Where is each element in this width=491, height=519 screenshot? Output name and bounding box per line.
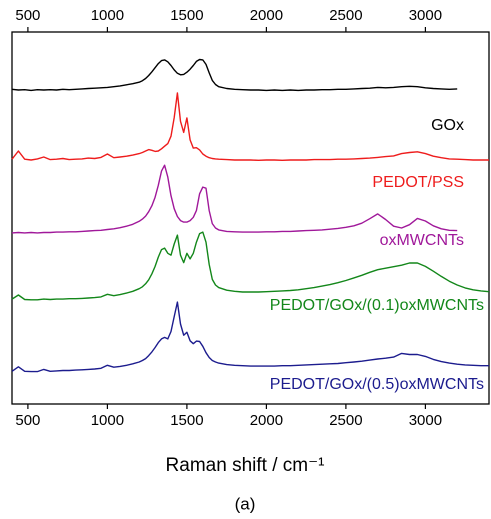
spectrum-line <box>11 92 489 161</box>
series-label: PEDOT/GOx/(0.1)oxMWCNTs <box>270 297 484 314</box>
x-tick-label-top: 500 <box>15 7 40 24</box>
series-label: PEDOT/GOx/(0.5)oxMWCNTs <box>270 376 484 393</box>
x-tick-label-top: 2500 <box>329 7 362 24</box>
x-tick-label: 3000 <box>409 412 442 429</box>
spectrum-line <box>11 164 458 234</box>
spectrum-line <box>11 231 490 301</box>
x-tick-label-top: 3000 <box>409 7 442 24</box>
caption: (a) <box>235 494 256 513</box>
x-tick-label-top: 2000 <box>250 7 283 24</box>
x-tick-label: 1500 <box>170 412 203 429</box>
series-label: GOx <box>431 117 464 134</box>
plot-frame <box>11 31 490 405</box>
series-label: PEDOT/PSS <box>372 174 464 191</box>
x-tick-label-top: 1000 <box>91 7 124 24</box>
x-tick-label-top: 1500 <box>170 7 203 24</box>
spectrum-line <box>11 301 489 373</box>
x-tick-label: 2000 <box>250 412 283 429</box>
x-tick-label: 2500 <box>329 412 362 429</box>
x-axis-title: Raman shift / cm⁻¹ <box>166 455 325 476</box>
spectrum-line <box>11 58 458 92</box>
series-label: oxMWCNTs <box>380 232 464 249</box>
x-tick-label: 1000 <box>91 412 124 429</box>
x-tick-label: 500 <box>15 412 40 429</box>
